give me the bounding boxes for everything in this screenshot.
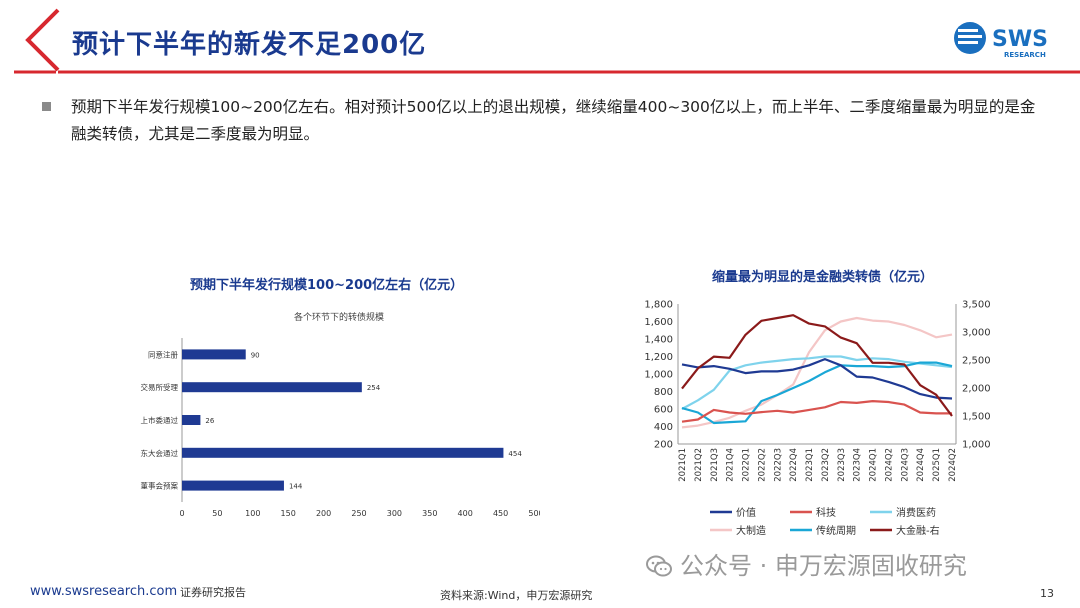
x-tick-label: 2021Q4 (726, 448, 736, 482)
right-tick-label: 1,500 (962, 412, 991, 423)
bullet-square-icon (42, 102, 51, 111)
bar-value-label: 90 (251, 351, 260, 359)
bar-x-tick-label: 50 (212, 509, 222, 518)
watermark: 公众号 · 申万宏源固收研究 (646, 546, 967, 581)
bar-x-tick-label: 250 (351, 509, 366, 518)
bar-x-tick-label: 400 (458, 509, 473, 518)
right-tick-label: 3,000 (962, 328, 991, 339)
bar-category-label: 股东大会通过 (140, 448, 178, 458)
legend-label: 大制造 (736, 524, 766, 537)
legend-label: 传统周期 (816, 524, 856, 537)
legend-label: 消费医药 (896, 506, 936, 519)
series-line-1 (681, 357, 953, 400)
x-tick-label: 2022Q4 (789, 448, 799, 482)
bar-x-tick-label: 300 (387, 509, 402, 518)
legend-label: 大金融-右 (896, 524, 940, 537)
bar-chart: 0 50 100 150 200 250 300 350 400 450 500 同意注册 90 交易所受… (140, 338, 540, 518)
logo-subtext: RESEARCH (1004, 51, 1046, 59)
x-tick-label: 2024Q1 (869, 448, 879, 482)
series-line-3 (681, 355, 953, 410)
bar-chart-subtitle: 各个环节下的转债规模 (294, 313, 385, 323)
bar-value-label: 454 (508, 450, 522, 458)
x-tick-label: 2021Q3 (710, 448, 720, 482)
bar-category-label: 同意注册 (148, 349, 178, 359)
bullet-point: 预期下半年发行规模100~200亿左右。相对预计500亿以上的退出规模，继续缩量… (42, 94, 1042, 148)
footer-report-type: 证券研究报告 (180, 586, 246, 599)
bar-x-tick-label: 350 (422, 509, 437, 518)
legend-label: 价值 (736, 506, 756, 519)
x-tick-label: 2021Q2 (694, 448, 704, 482)
bar-x-tick-label: 0 (179, 509, 184, 518)
bar-3 (182, 415, 201, 425)
left-tick-label: 1,600 (644, 317, 673, 328)
left-tick-label: 1,200 (644, 352, 673, 363)
bar-5 (182, 480, 284, 491)
footer-url-link[interactable]: www.swsresearch.com (30, 584, 178, 599)
left-tick-label: 600 (654, 405, 673, 416)
x-tick-label: 2024Q3 (900, 448, 910, 482)
left-tick-label: 200 (654, 440, 673, 451)
x-tick-label: 2023Q1 (805, 448, 815, 482)
wechat-icon (646, 555, 672, 577)
x-tick-label: 2025Q1 (932, 448, 942, 482)
bar-value-label: 144 (289, 483, 303, 491)
legend-label: 科技 (816, 506, 836, 519)
bar-value-label: 254 (367, 384, 381, 392)
right-tick-label: 1,000 (962, 440, 991, 451)
bullet-text: 预期下半年发行规模100~200亿左右。相对预计500亿以上的退出规模，继续缩量… (71, 98, 1036, 143)
bar-1 (182, 349, 246, 360)
title-banner-shape (14, 8, 1080, 74)
bar-x-tick-label: 100 (245, 509, 260, 518)
series-line-4 (681, 316, 953, 429)
logo-text: SWS (992, 27, 1048, 52)
bar-x-tick-label: 150 (281, 509, 296, 518)
x-tick-label: 2022Q3 (773, 448, 783, 482)
title-bar: 预计下半年的新发不足200亿 SWS RESEARCH (0, 0, 1080, 78)
sws-logo: SWS RESEARCH (952, 20, 1056, 60)
x-tick-label: 2024Q2 (948, 448, 958, 482)
bar-x-tick-label: 200 (316, 509, 331, 518)
bar-chart-title: 预期下半年发行规模100~200亿左右（亿元） (190, 278, 464, 293)
x-tick-label: 2021Q1 (678, 448, 688, 482)
watermark-text: 公众号 · 申万宏源固收研究 (680, 552, 967, 580)
right-tick-label: 3,500 (962, 300, 991, 311)
series-line-2 (681, 399, 952, 423)
x-tick-label: 2022Q1 (742, 448, 752, 482)
left-tick-label: 800 (654, 387, 673, 398)
bar-category-label: 董事会预案 (141, 481, 179, 491)
left-tick-label: 1,400 (644, 335, 673, 346)
bar-4 (182, 447, 504, 458)
page-title: 预计下半年的新发不足200亿 (72, 30, 427, 60)
bar-category-label: 上市委通过 (141, 415, 179, 425)
series-line-6 (681, 314, 953, 417)
right-tick-label: 2,500 (962, 356, 991, 367)
series-line-5 (681, 361, 953, 425)
page-number: 13 (1040, 587, 1054, 600)
right-tick-label: 2,000 (962, 384, 991, 395)
x-tick-label: 2023Q3 (837, 448, 847, 482)
x-tick-label: 2024Q2 (884, 448, 894, 482)
bar-2 (182, 382, 362, 393)
left-tick-label: 1,800 (644, 300, 673, 311)
x-tick-label: 2023Q2 (821, 448, 831, 482)
x-tick-label: 2023Q4 (853, 448, 863, 482)
bar-value-label: 26 (205, 417, 214, 425)
source-note: 资料来源:Wind，申万宏源研究 (440, 589, 593, 602)
bar-category-label: 交易所受理 (141, 382, 179, 392)
line-chart: 200 400 600 800 1,000 1,200 1,400 1,600 1,800 1,0… (644, 300, 991, 538)
bar-x-tick-label: 500 (528, 509, 540, 518)
left-tick-label: 1,000 (644, 370, 673, 381)
bar-x-tick-label: 450 (493, 509, 508, 518)
x-tick-label: 2024Q4 (916, 448, 926, 482)
line-chart-title: 缩量最为明显的是金融类转债（亿元） (712, 270, 934, 285)
left-tick-label: 400 (654, 422, 673, 433)
x-tick-label: 2022Q2 (757, 448, 767, 482)
